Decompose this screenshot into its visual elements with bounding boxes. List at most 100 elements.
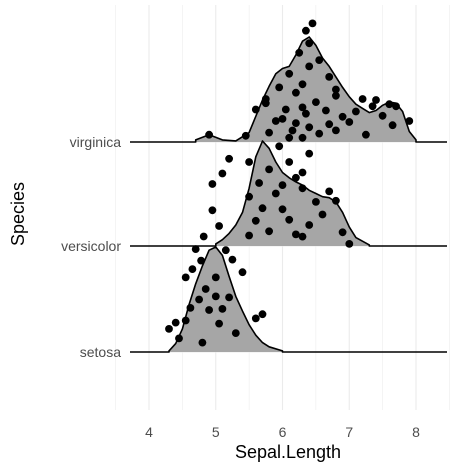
data-point-virginica — [278, 115, 287, 123]
data-point-virginica — [378, 111, 387, 120]
data-point-versicolor — [305, 221, 314, 229]
data-point-setosa — [171, 318, 180, 327]
data-point-virginica — [388, 121, 397, 130]
data-point-setosa — [211, 273, 220, 282]
data-point-versicolor — [255, 179, 263, 187]
data-point-versicolor — [265, 227, 273, 236]
data-point-setosa — [181, 316, 190, 325]
data-point-virginica — [325, 120, 334, 129]
data-point-versicolor — [258, 204, 267, 213]
ridges — [130, 19, 447, 353]
ridge-virginica — [130, 19, 447, 143]
data-point-virginica — [275, 83, 284, 92]
density-line-virginica — [130, 36, 447, 143]
data-point-versicolor — [312, 198, 320, 206]
data-point-setosa — [201, 285, 210, 293]
data-point-virginica — [368, 102, 377, 111]
data-point-virginica — [298, 80, 307, 89]
data-point-setosa — [181, 273, 190, 282]
data-point-setosa — [231, 329, 240, 337]
data-point-virginica — [308, 19, 317, 28]
data-point-versicolor — [241, 131, 250, 140]
data-point-versicolor — [305, 149, 314, 158]
data-point-virginica — [205, 130, 214, 139]
data-point-virginica — [345, 118, 354, 126]
data-point-setosa — [221, 246, 230, 255]
density-fill-virginica — [195, 37, 416, 142]
data-point-virginica — [305, 123, 314, 132]
density-fill-versicolor — [215, 141, 370, 246]
x-axis-title: Sepal.Length — [235, 442, 341, 462]
data-point-versicolor — [278, 205, 287, 214]
data-point-virginica — [305, 39, 314, 48]
data-point-versicolor — [265, 165, 273, 174]
data-point-virginica — [322, 106, 330, 115]
data-point-setosa — [208, 180, 217, 188]
data-point-versicolor — [245, 231, 254, 240]
data-point-setosa — [208, 206, 217, 215]
data-point-setosa — [258, 310, 267, 319]
data-point-virginica — [302, 109, 310, 118]
data-point-setosa — [215, 222, 224, 230]
data-point-virginica — [271, 117, 280, 125]
data-point-virginica — [385, 100, 394, 109]
data-point-virginica — [315, 56, 324, 64]
data-point-versicolor — [275, 142, 284, 151]
data-point-versicolor — [245, 158, 254, 166]
density-fill-setosa — [169, 247, 283, 352]
data-point-versicolor — [245, 192, 254, 201]
data-point-virginica — [315, 129, 324, 138]
data-point-setosa — [205, 306, 214, 314]
y-axis-tick-labels: setosa versicolor virginica — [61, 134, 121, 360]
data-point-virginica — [281, 105, 290, 114]
data-point-virginica — [292, 119, 300, 127]
data-point-setosa — [195, 295, 204, 304]
x-tick-label: 8 — [412, 424, 420, 440]
data-point-versicolor — [278, 181, 287, 190]
data-point-virginica — [285, 133, 294, 142]
data-point-setosa — [186, 304, 195, 312]
data-point-virginica — [305, 62, 314, 71]
data-point-versicolor — [251, 216, 260, 225]
data-point-setosa — [225, 154, 234, 163]
y-axis-title: Species — [8, 182, 28, 246]
ridge-setosa — [130, 154, 447, 353]
data-point-versicolor — [288, 126, 297, 135]
data-point-setosa — [197, 256, 206, 265]
data-point-virginica — [352, 107, 360, 116]
data-point-versicolor — [338, 228, 347, 237]
data-point-setosa — [228, 255, 237, 264]
data-point-setosa — [199, 232, 208, 241]
data-point-setosa — [198, 338, 207, 347]
y-tick-label-virginica: virginica — [70, 134, 122, 150]
data-point-virginica — [332, 85, 340, 94]
data-point-versicolor — [318, 210, 327, 219]
data-point-virginica — [312, 98, 320, 106]
data-point-virginica — [295, 48, 304, 57]
data-point-versicolor — [325, 187, 334, 196]
data-point-setosa — [218, 169, 227, 178]
y-tick-label-versicolor: versicolor — [61, 238, 121, 254]
data-point-virginica — [292, 88, 300, 97]
data-point-virginica — [392, 102, 400, 111]
data-point-virginica — [298, 133, 307, 142]
y-tick-label-setosa: setosa — [80, 344, 121, 360]
data-point-setosa — [191, 245, 200, 254]
data-point-versicolor — [285, 215, 294, 224]
data-point-versicolor — [261, 95, 270, 103]
data-point-setosa — [188, 265, 197, 273]
data-point-versicolor — [292, 173, 300, 182]
data-point-virginica — [302, 26, 310, 35]
x-tick-label: 7 — [345, 424, 353, 440]
x-axis-tick-labels: 4 5 6 7 8 — [145, 424, 420, 440]
data-point-virginica — [325, 73, 334, 81]
data-point-virginica — [372, 96, 380, 104]
data-point-virginica — [332, 91, 340, 100]
x-tick-label: 5 — [212, 424, 220, 440]
data-point-setosa — [238, 268, 247, 277]
data-point-setosa — [251, 314, 260, 323]
data-point-virginica — [265, 128, 273, 137]
data-point-versicolor — [251, 105, 260, 114]
data-point-versicolor — [298, 168, 307, 177]
